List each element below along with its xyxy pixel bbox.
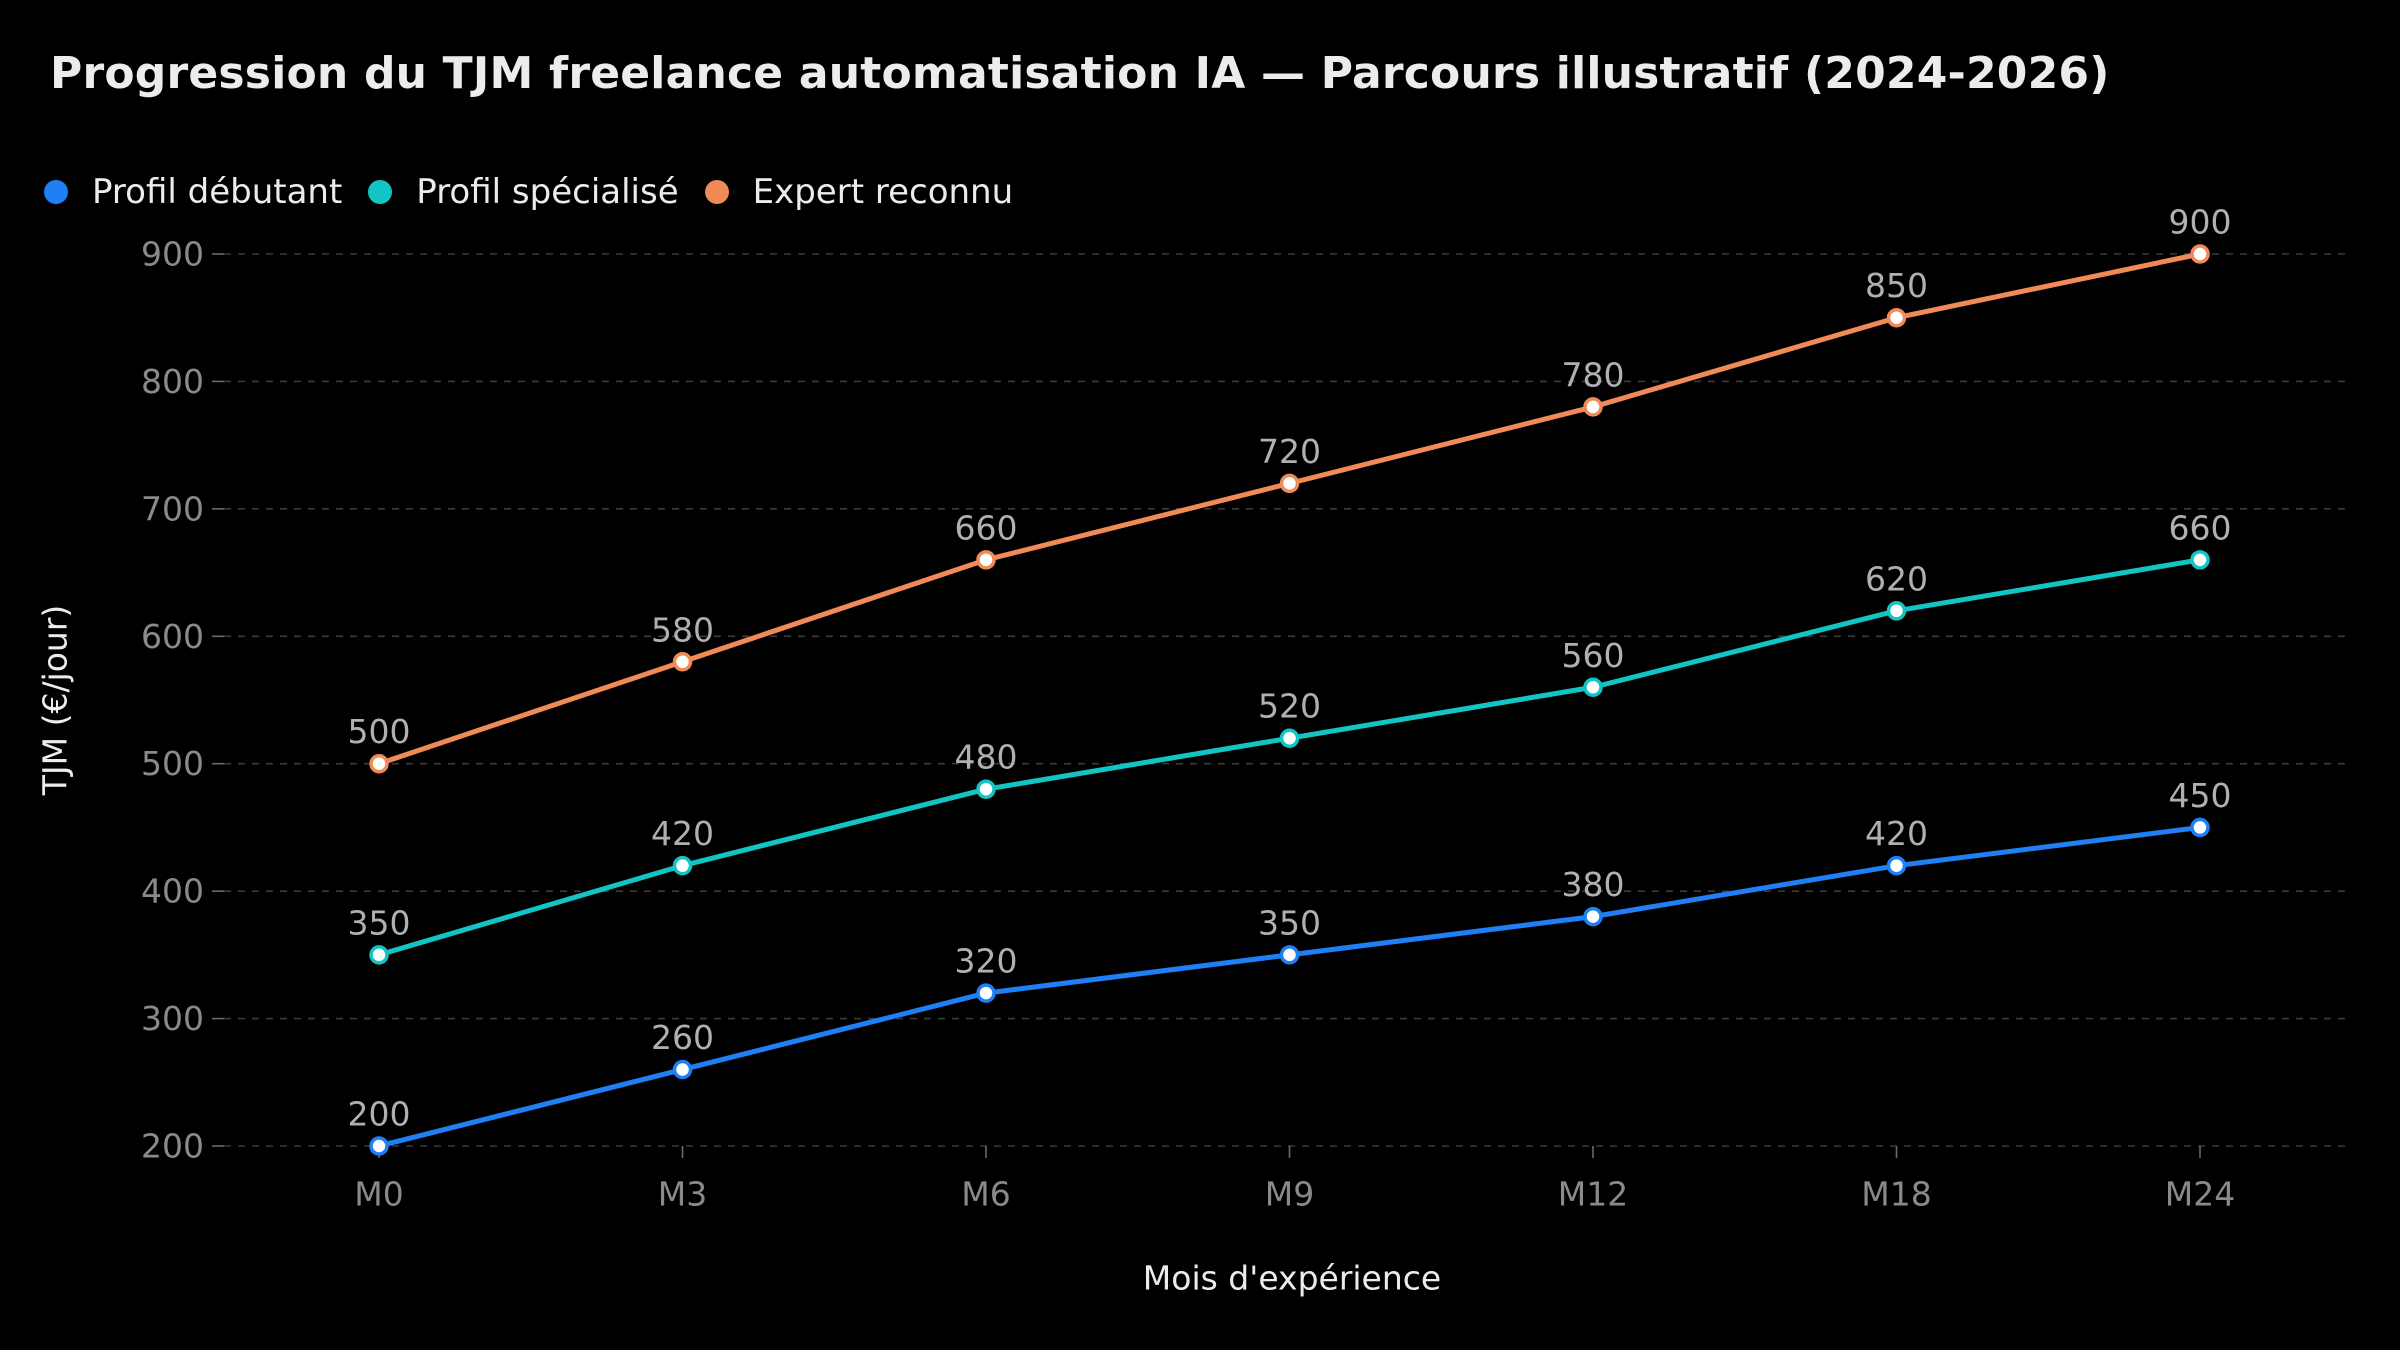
data-point-specialise bbox=[1279, 728, 1300, 748]
data-label-expert: 850 bbox=[1865, 266, 1928, 305]
legend-item-expert: Expert reconnu bbox=[704, 172, 1014, 212]
x-tick-label: M9 bbox=[1265, 1175, 1314, 1214]
y-tick-label: 200 bbox=[141, 1127, 204, 1166]
data-point-expert bbox=[369, 753, 389, 774]
data-point-debutant bbox=[976, 983, 996, 1003]
y-tick-label: 700 bbox=[141, 489, 204, 528]
data-point-specialise bbox=[672, 855, 693, 876]
data-point-specialise bbox=[976, 779, 996, 799]
data-point-expert bbox=[1279, 473, 1300, 494]
x-tick-label: M3 bbox=[658, 1175, 707, 1214]
x-tick-label: M0 bbox=[354, 1175, 403, 1214]
data-point-expert bbox=[1886, 307, 1907, 328]
data-point-specialise bbox=[1583, 677, 1603, 698]
data-point-debutant bbox=[1886, 855, 1907, 876]
legend-marker-debutant bbox=[44, 180, 68, 204]
data-label-debutant: 450 bbox=[2169, 776, 2232, 815]
x-axis-title: Mois d'expérience bbox=[1142, 1258, 1442, 1298]
data-label-expert: 660 bbox=[955, 508, 1018, 547]
data-label-expert: 500 bbox=[348, 712, 411, 751]
data-label-specialise: 420 bbox=[651, 814, 714, 853]
x-tick-label: M24 bbox=[2165, 1175, 2235, 1214]
data-point-debutant bbox=[1583, 906, 1603, 927]
chart-title: Progression du TJM freelance automatisat… bbox=[50, 48, 2110, 99]
legend-marker-expert bbox=[704, 180, 729, 204]
legend-label-specialise: Profil spécialisé bbox=[416, 172, 679, 212]
data-point-expert bbox=[1583, 397, 1603, 417]
data-point-specialise bbox=[2190, 550, 2210, 570]
data-point-debutant bbox=[672, 1059, 693, 1080]
data-point-debutant bbox=[2190, 817, 2210, 838]
y-axis-title: TJM (€/jour) bbox=[35, 604, 75, 796]
y-tick-label: 800 bbox=[141, 362, 204, 401]
y-tick-label: 400 bbox=[141, 872, 204, 911]
x-tick-label: M18 bbox=[1861, 1175, 1931, 1214]
legend-item-debutant: Profil débutant bbox=[44, 172, 342, 212]
data-point-expert bbox=[672, 652, 693, 672]
data-label-debutant: 320 bbox=[955, 942, 1018, 981]
axes: 200 300 400 500 600 700 800 900 M0 M3 M6 M9 M12 M18 M2… bbox=[141, 235, 2235, 1214]
x-tick-label: M12 bbox=[1558, 1175, 1628, 1214]
data-point-debutant bbox=[1279, 945, 1300, 965]
y-tick-label: 300 bbox=[141, 999, 204, 1038]
data-label-specialise: 620 bbox=[1865, 559, 1928, 598]
data-label-debutant: 260 bbox=[651, 1018, 714, 1057]
legend-label-expert: Expert reconnu bbox=[752, 172, 1014, 212]
legend-item-specialise: Profil spécialisé bbox=[368, 172, 679, 212]
data-label-debutant: 350 bbox=[1258, 903, 1321, 942]
x-tick-label: M6 bbox=[961, 1175, 1010, 1214]
data-point-expert bbox=[2190, 244, 2210, 264]
data-label-debutant: 200 bbox=[348, 1095, 411, 1134]
data-label-specialise: 660 bbox=[2169, 508, 2232, 547]
data-label-debutant: 420 bbox=[1865, 814, 1928, 853]
data-label-specialise: 520 bbox=[1258, 687, 1321, 726]
grid bbox=[224, 253, 2352, 1147]
data-label-debutant: 380 bbox=[1562, 865, 1625, 904]
data-label-expert: 580 bbox=[651, 610, 714, 649]
data-label-specialise: 560 bbox=[1562, 636, 1625, 675]
data-label-specialise: 480 bbox=[955, 738, 1018, 777]
data-label-expert: 900 bbox=[2169, 203, 2232, 242]
y-tick-label: 600 bbox=[141, 617, 204, 656]
data-point-expert bbox=[976, 550, 996, 570]
y-tick-label: 900 bbox=[141, 235, 204, 274]
data-label-specialise: 350 bbox=[348, 903, 411, 942]
data-label-expert: 720 bbox=[1258, 432, 1321, 471]
data-labels: 200 260 320 350 380 420 450 350 420 480 520 560 620 6… bbox=[348, 203, 2232, 1134]
series bbox=[369, 244, 2210, 1156]
legend-marker-specialise bbox=[368, 180, 393, 204]
legend-label-debutant: Profil débutant bbox=[92, 172, 343, 212]
data-label-expert: 780 bbox=[1562, 355, 1625, 394]
legend: Profil débutant Profil spécialisé Expert… bbox=[44, 172, 1039, 212]
data-point-specialise bbox=[1886, 601, 1907, 621]
y-tick-label: 500 bbox=[141, 744, 204, 783]
data-point-debutant bbox=[369, 1136, 389, 1156]
data-point-specialise bbox=[369, 945, 389, 965]
